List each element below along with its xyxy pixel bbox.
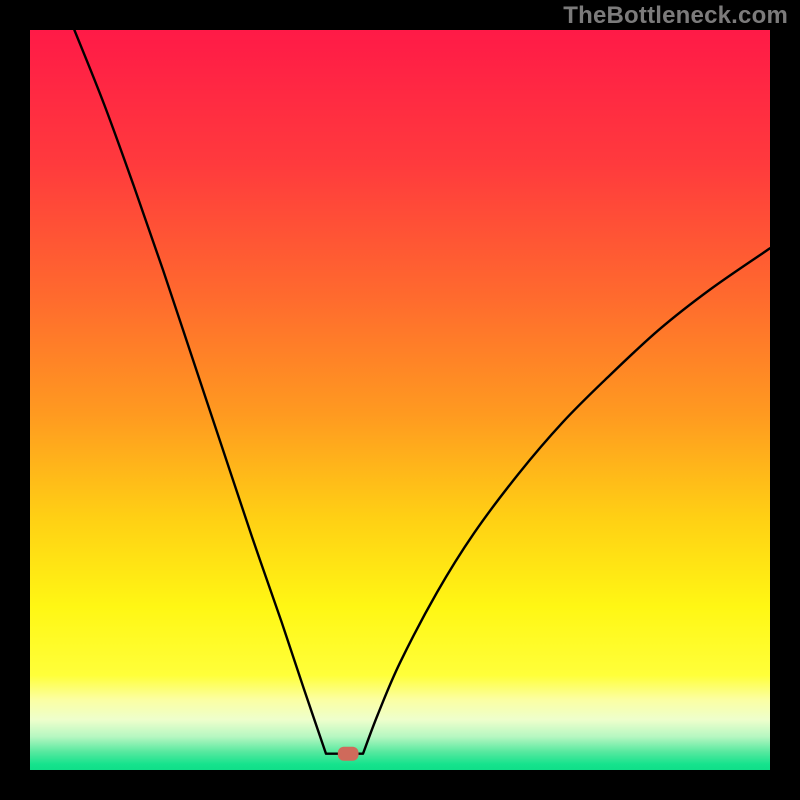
plot-area: [30, 30, 770, 770]
gradient-background: [30, 30, 770, 770]
bottleneck-chart-svg: [30, 30, 770, 770]
watermark-text: TheBottleneck.com: [563, 2, 788, 30]
chart-frame: { "watermark": { "text": "TheBottleneck.…: [0, 0, 800, 800]
optimal-point-marker: [338, 747, 359, 761]
